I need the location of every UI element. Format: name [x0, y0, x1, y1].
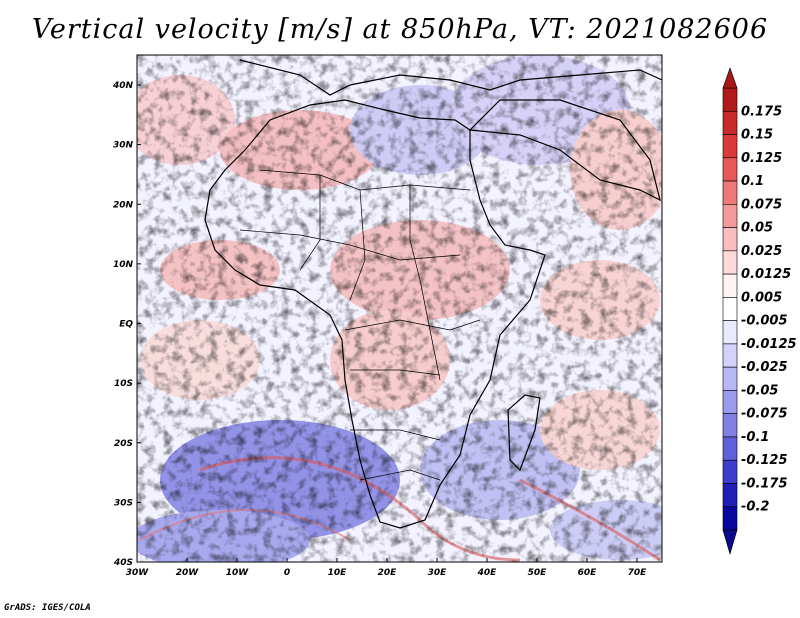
- lon-tick-label: 30W: [126, 568, 150, 578]
- lon-tick-label: 30E: [428, 568, 448, 578]
- lon-tick-label: 50E: [528, 568, 548, 578]
- colorbar-label: 0.025: [741, 244, 782, 259]
- lon-tick-label: 40E: [477, 568, 498, 578]
- map-panel: [137, 55, 662, 562]
- lon-tick-label: 0: [284, 568, 290, 578]
- colorbar-segment: [722, 157, 738, 182]
- colorbar-max-arrow: [722, 67, 738, 89]
- colorbar-label: 0.1: [741, 174, 764, 189]
- colorbar-segment: [722, 320, 738, 345]
- lon-tick-label: 10E: [328, 568, 348, 578]
- colorbar-segment: [722, 297, 738, 321]
- colorbar-segment: [722, 110, 738, 135]
- lat-tick-label: 40S: [113, 558, 133, 568]
- colorbar-label: -0.05: [741, 383, 778, 398]
- colorbar-label: -0.175: [741, 476, 788, 491]
- map-frame: [136, 54, 663, 563]
- colorbar-label: 0.15: [741, 128, 773, 143]
- chart-title: Vertical velocity [m/s] at 850hPa, VT: 2…: [31, 14, 769, 45]
- lat-tick-label: 20N: [113, 200, 134, 210]
- colorbar-label: -0.075: [741, 407, 788, 422]
- latitude-ticks: 40N 30N 20N 10N EQ 10S 20S 30S 40S: [112, 81, 141, 568]
- colorbar-label: -0.025: [741, 360, 788, 375]
- longitude-ticks: 30W 20W 10W 0 10E 20E 30E 40E 50E 60E 70E: [126, 558, 647, 578]
- colorbar-segment: [722, 87, 738, 112]
- lat-tick-label: 30N: [113, 141, 134, 151]
- lon-tick-label: 60E: [578, 568, 598, 578]
- lon-tick-label: 20E: [378, 568, 398, 578]
- colorbar-segment: [722, 483, 738, 508]
- colorbar-segment: [722, 366, 738, 391]
- colorbar-segment: [722, 436, 738, 461]
- colorbar-label: -0.1: [741, 430, 769, 445]
- colorbar-label: 0.05: [741, 221, 773, 236]
- colorbar-segment: [722, 204, 738, 228]
- colorbar-label: 0.175: [741, 104, 782, 119]
- colorbar-segment: [722, 390, 738, 414]
- lat-tick-label: 10S: [114, 379, 133, 389]
- lat-tick-label: 30S: [114, 498, 133, 508]
- colorbar-label: 0.125: [741, 151, 782, 166]
- colorbar-segment: [722, 273, 738, 298]
- colorbar-segment: [722, 343, 738, 368]
- lon-tick-label: 70E: [628, 568, 648, 578]
- lat-tick-label: 20S: [114, 439, 133, 449]
- lon-tick-label: 20W: [176, 568, 200, 578]
- country-borders: [239, 169, 481, 481]
- colorbar-segment: [722, 459, 738, 484]
- colorbar-segment: [722, 227, 738, 252]
- colorbar-label: 0.0125: [741, 267, 791, 282]
- colorbar-label: 0.075: [741, 197, 782, 212]
- colorbar-label: 0.005: [741, 290, 782, 305]
- lat-tick-label: 40N: [112, 81, 134, 91]
- colorbar-segment: [722, 250, 738, 275]
- lat-tick-label: EQ: [119, 320, 133, 330]
- lat-tick-label: 10N: [113, 260, 134, 270]
- colorbar-label: -0.2: [741, 500, 769, 515]
- colorbar-label: -0.125: [741, 453, 788, 468]
- colorbar-label: -0.0125: [741, 337, 797, 352]
- colorbar-segment: [722, 506, 738, 531]
- lon-tick-label: 10W: [226, 568, 250, 578]
- colorbar-segment: [722, 413, 738, 438]
- colorbar: 0.175 0.15 0.125 0.1 0.075 0.05 0.025 0.0125 0.0…: [722, 67, 797, 556]
- colorbar-min-arrow: [722, 529, 738, 556]
- colorbar-label: -0.005: [741, 314, 788, 329]
- africa-coastline: [204, 59, 662, 529]
- grads-credit: GrADS: IGES/COLA: [4, 603, 91, 613]
- colorbar-segment: [722, 134, 738, 159]
- colorbar-segment: [722, 180, 738, 205]
